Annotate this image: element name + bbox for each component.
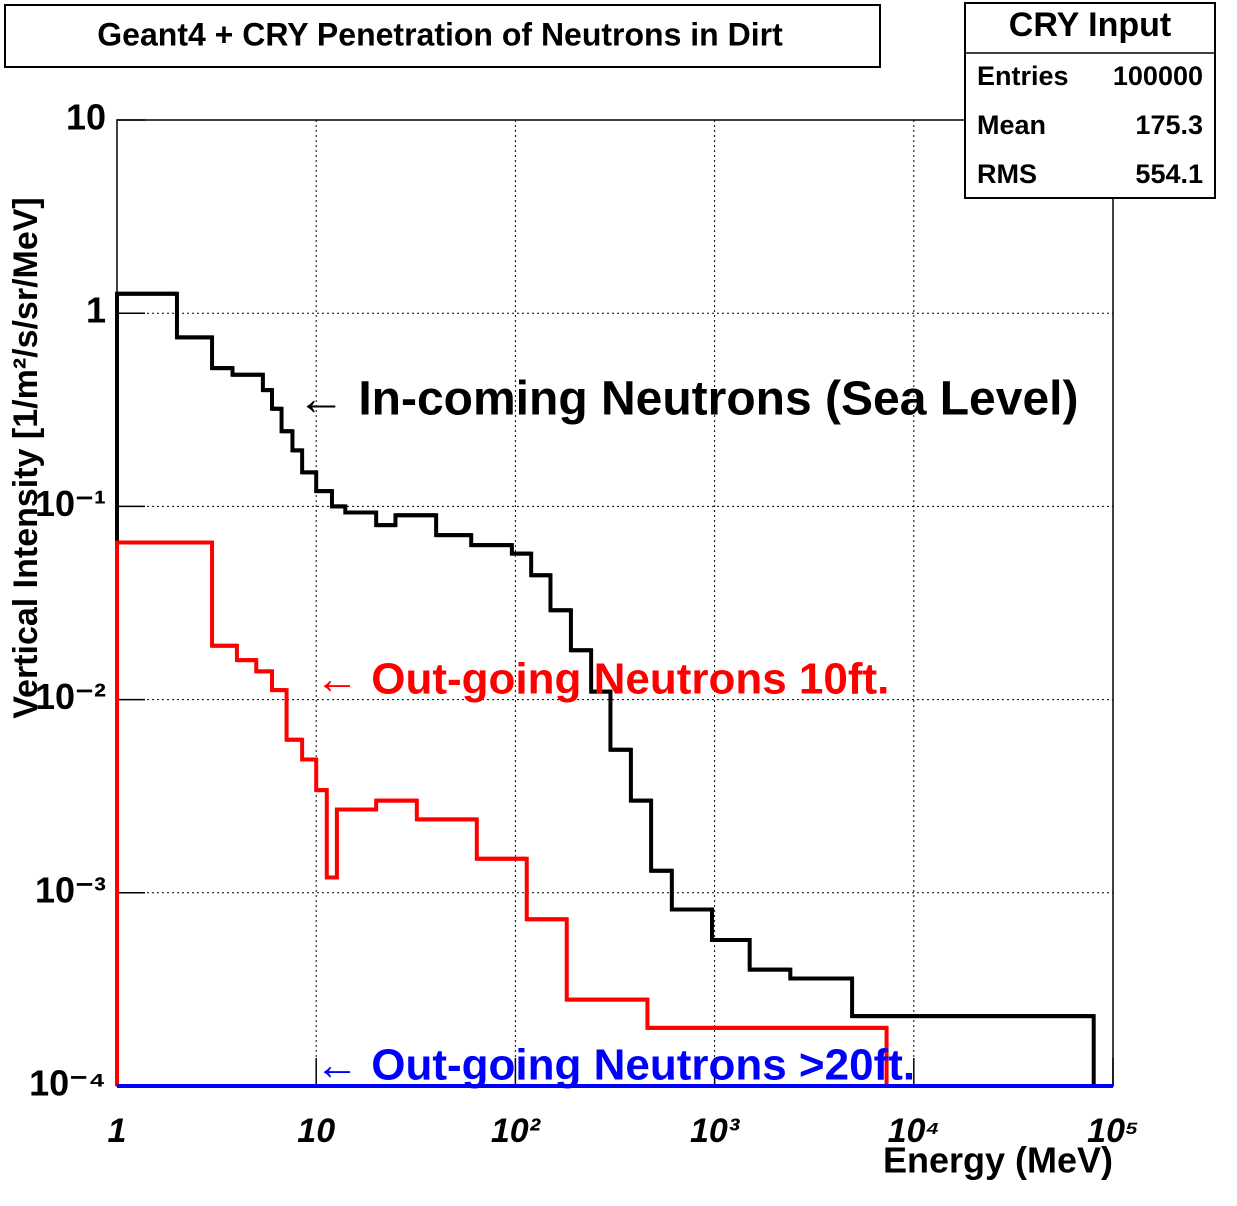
series-label: ← Out-going Neutrons >20ft. bbox=[315, 1041, 915, 1090]
stats-value: 554.1 bbox=[1135, 159, 1203, 189]
y-tick-label: 10 bbox=[66, 97, 106, 138]
y-tick-label: 1 bbox=[86, 290, 106, 331]
stats-key: Entries bbox=[977, 61, 1069, 91]
plot-frame bbox=[116, 119, 1114, 1087]
series-label: ← In-coming Neutrons (Sea Level) bbox=[297, 373, 1078, 426]
x-tick-label: 10 bbox=[297, 1112, 335, 1150]
stats-value: 175.3 bbox=[1135, 110, 1203, 140]
histogram-outline bbox=[115, 540, 889, 1086]
y-tick-label: 10⁻¹ bbox=[35, 483, 106, 524]
x-tick-label: 1 bbox=[108, 1112, 127, 1150]
y-axis-title: Vertical Intensity [1/m²/s/sr/MeV] bbox=[7, 197, 45, 719]
x-tick-label: 10⁴ bbox=[888, 1112, 940, 1150]
stats-title: CRY Input bbox=[1009, 6, 1171, 44]
series-label: ← Out-going Neutrons 10ft. bbox=[315, 655, 889, 704]
x-tick-label: 10⁵ bbox=[1087, 1112, 1139, 1150]
stats-key: Mean bbox=[977, 110, 1046, 140]
title-box bbox=[4, 4, 881, 68]
stats-value: 100000 bbox=[1113, 61, 1203, 91]
chart-title: Geant4 + CRY Penetration of Neutrons in … bbox=[97, 16, 783, 52]
x-tick-label: 10³ bbox=[690, 1112, 741, 1150]
stats-box: CRY Input Entries 100000 Mean 175.3 RMS 554.1 bbox=[964, 2, 1216, 199]
y-tick-label: 10⁻³ bbox=[35, 869, 106, 910]
histogram-outline bbox=[115, 291, 1096, 1086]
x-tick-label: 10² bbox=[491, 1112, 542, 1150]
stats-key: RMS bbox=[977, 159, 1037, 189]
stats-frame bbox=[964, 2, 1216, 199]
y-tick-label: 10⁻⁴ bbox=[29, 1063, 106, 1104]
x-axis-title: Energy (MeV) bbox=[883, 1140, 1113, 1181]
y-tick-label: 10⁻² bbox=[35, 676, 106, 717]
